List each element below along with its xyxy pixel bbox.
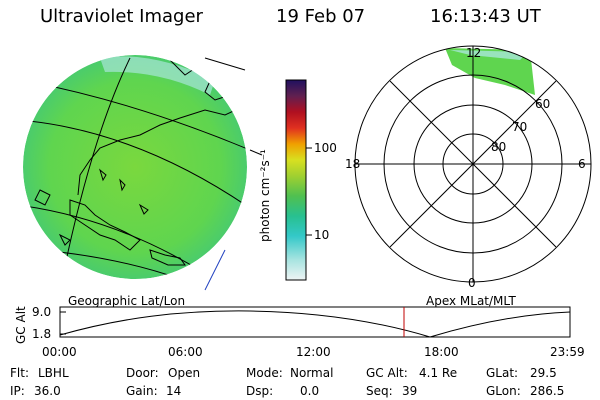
status-door-value: Open [168, 366, 201, 380]
mlt-label-0: 0 [468, 276, 476, 290]
mlat-label-70: 70 [512, 120, 528, 134]
mlat-label-80: 80 [491, 140, 507, 154]
status-glat-value: 29.5 [530, 366, 557, 380]
mlt-diagonal-2 [389, 80, 557, 248]
altitude-ylabel: GC Alt [14, 306, 28, 344]
globe-dayside-edge [100, 56, 215, 95]
altitude-ytick-1-8: 1.8 [32, 327, 52, 341]
globe-title: Geographic Lat/Lon [68, 294, 186, 308]
status-mode-value: Normal [290, 366, 334, 380]
status-mode-label: Mode: [246, 366, 283, 380]
status-gcalt-label: GC Alt: [366, 366, 408, 380]
mlt-label-18: 18 [345, 157, 361, 171]
altitude-xtick-0000: 00:00 [42, 345, 77, 359]
status-ip-label: IP: [10, 384, 25, 398]
status-door-label: Door: [126, 366, 159, 380]
colorbar-tick-100: 100 [314, 141, 337, 155]
status-dsp-value: 0.0 [300, 384, 320, 398]
altitude-xtick-0600: 06:00 [168, 345, 203, 359]
auroral-oval [445, 48, 535, 95]
altitude-plot-frame [59, 306, 571, 338]
globe-disk [23, 55, 247, 279]
status-seq-label: Seq: [366, 384, 393, 398]
colorbar-scale [285, 79, 307, 281]
mlat-label-60: 60 [535, 97, 551, 111]
altitude-xtick-1800: 18:00 [424, 345, 459, 359]
status-gain-label: Gain: [126, 384, 158, 398]
status-glon-value: 286.5 [530, 384, 565, 398]
status-gain-value: 14 [166, 384, 182, 398]
date-label: 19 Feb 07 [276, 6, 366, 27]
status-glon-label: GLon: [486, 384, 521, 398]
altitude-xtick-1200: 12:00 [296, 345, 331, 359]
time-label: 16:13:43 UT [430, 6, 541, 27]
altitude-ytick-9: 9.0 [32, 305, 52, 319]
status-flt-value: LBHL [38, 366, 69, 380]
status-ip-value: 36.0 [34, 384, 61, 398]
status-glat-label: GLat: [486, 366, 519, 380]
status-gcalt-value: 4.1 Re [419, 366, 458, 380]
polar-title: Apex MLat/MLT [426, 294, 516, 308]
status-dsp-label: Dsp: [246, 384, 274, 398]
instrument-title: Ultraviolet Imager [40, 6, 203, 27]
altitude-xtick-2359: 23:59 [550, 345, 585, 359]
status-seq-value: 39 [402, 384, 418, 398]
mlt-label-6: 6 [578, 157, 586, 171]
colorbar-tick-10: 10 [314, 228, 330, 242]
mlt-label-12: 12 [466, 46, 482, 60]
altitude-curve [59, 310, 571, 338]
terminator-line [204, 249, 226, 291]
status-flt-label: Flt: [10, 366, 29, 380]
